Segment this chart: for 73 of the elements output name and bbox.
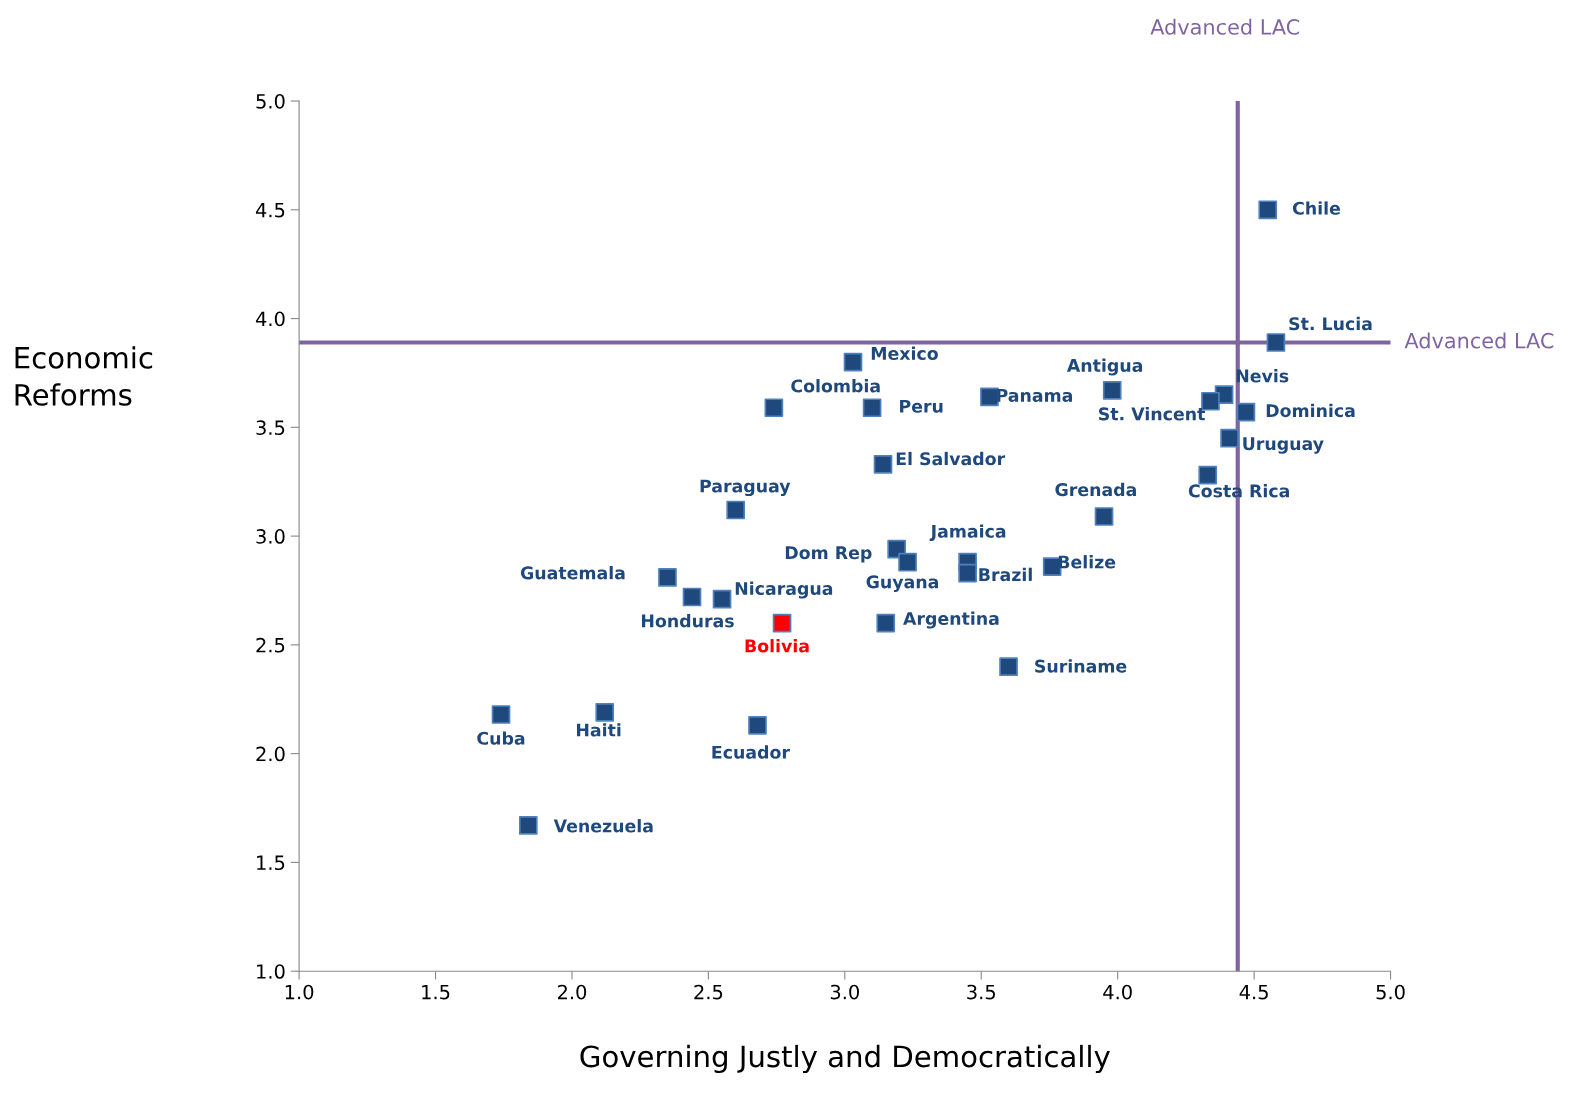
point <box>999 657 1018 676</box>
x-tick-label: 5.0 <box>1376 984 1405 1000</box>
annotation: El Salvador <box>896 451 1006 466</box>
annotation: St. Vincent <box>1099 407 1205 421</box>
x-tick-label: 1.5 <box>422 984 450 1000</box>
annotation: Nicaragua <box>735 581 833 599</box>
annotation: Haiti <box>577 723 621 737</box>
x-tick-label: 3.0 <box>830 984 859 1000</box>
y-axis-title: Economic Reforms <box>15 346 153 406</box>
y-tick-label: 3.5 <box>256 420 285 435</box>
annotation: Mexico <box>871 346 938 361</box>
annotation: Uruguay <box>1243 437 1324 454</box>
annotation: Guatemala <box>520 565 625 580</box>
y-tick-label: 1.5 <box>257 855 285 871</box>
x-tick-label: 3.5 <box>967 984 996 1000</box>
point <box>595 702 615 722</box>
annotation: Peru <box>900 399 943 413</box>
point <box>958 563 977 583</box>
y-tick-label: 2.0 <box>256 746 285 762</box>
point <box>876 613 896 633</box>
annotation: Chile <box>1292 201 1341 215</box>
y-tick-label: 2.5 <box>256 637 285 653</box>
x-tick-label: 4.0 <box>1103 984 1132 1000</box>
annotation: Bolivia <box>745 639 809 653</box>
point <box>1266 333 1286 352</box>
point <box>726 500 746 520</box>
point <box>658 568 677 587</box>
annotation: Grenada <box>1055 482 1136 497</box>
point <box>862 398 882 418</box>
y-tick-label: 1.0 <box>257 964 285 979</box>
annotation: Colombia <box>791 379 880 393</box>
point <box>1236 402 1256 422</box>
point <box>1258 200 1278 220</box>
annotation: Venezuela <box>553 819 653 833</box>
point <box>898 552 917 572</box>
annotation: Dominica <box>1266 403 1355 418</box>
point <box>980 387 999 407</box>
annotation: Argentina <box>903 611 999 629</box>
annotation: Ecuador <box>712 745 790 759</box>
point <box>712 589 732 609</box>
annotation: Antigua <box>1066 358 1143 376</box>
point <box>518 816 538 835</box>
point <box>748 716 767 735</box>
point <box>682 587 702 607</box>
point <box>873 454 893 474</box>
point <box>491 705 511 724</box>
annotation: Brazil <box>979 567 1032 582</box>
x-tick-label: 1.0 <box>285 984 314 1000</box>
annotation: Guyana <box>866 575 938 592</box>
annotation: Cuba <box>477 731 525 745</box>
y-tick-label: 4.0 <box>255 311 285 327</box>
point <box>843 352 863 372</box>
annotation: Honduras <box>641 613 734 628</box>
annotation: Paraguay <box>700 479 791 497</box>
annotation: Jamaica <box>929 524 1006 542</box>
point <box>1220 428 1239 448</box>
y-tick-label: 4.5 <box>255 203 285 218</box>
point <box>1198 465 1218 485</box>
point <box>1102 381 1122 400</box>
ref-line-label: Advanced LAC <box>1150 18 1300 35</box>
annotation: Suriname <box>1035 659 1127 673</box>
y-tick-label: 5.0 <box>256 93 285 109</box>
annotation: St. Lucia <box>1289 316 1372 331</box>
point <box>772 613 792 633</box>
y-tick-label: 3.0 <box>256 529 285 544</box>
x-tick-label: 4.5 <box>1239 984 1268 1000</box>
annotation: Dom Rep <box>785 546 872 563</box>
x-tick-label: 2.5 <box>694 984 723 1000</box>
x-tick-label: 2.0 <box>557 984 587 1000</box>
ref-line-label: Advanced LAC <box>1404 332 1554 349</box>
x-axis-title: Governing Justly and Democratically <box>580 1044 1110 1074</box>
point <box>1094 507 1114 526</box>
point <box>764 398 784 418</box>
